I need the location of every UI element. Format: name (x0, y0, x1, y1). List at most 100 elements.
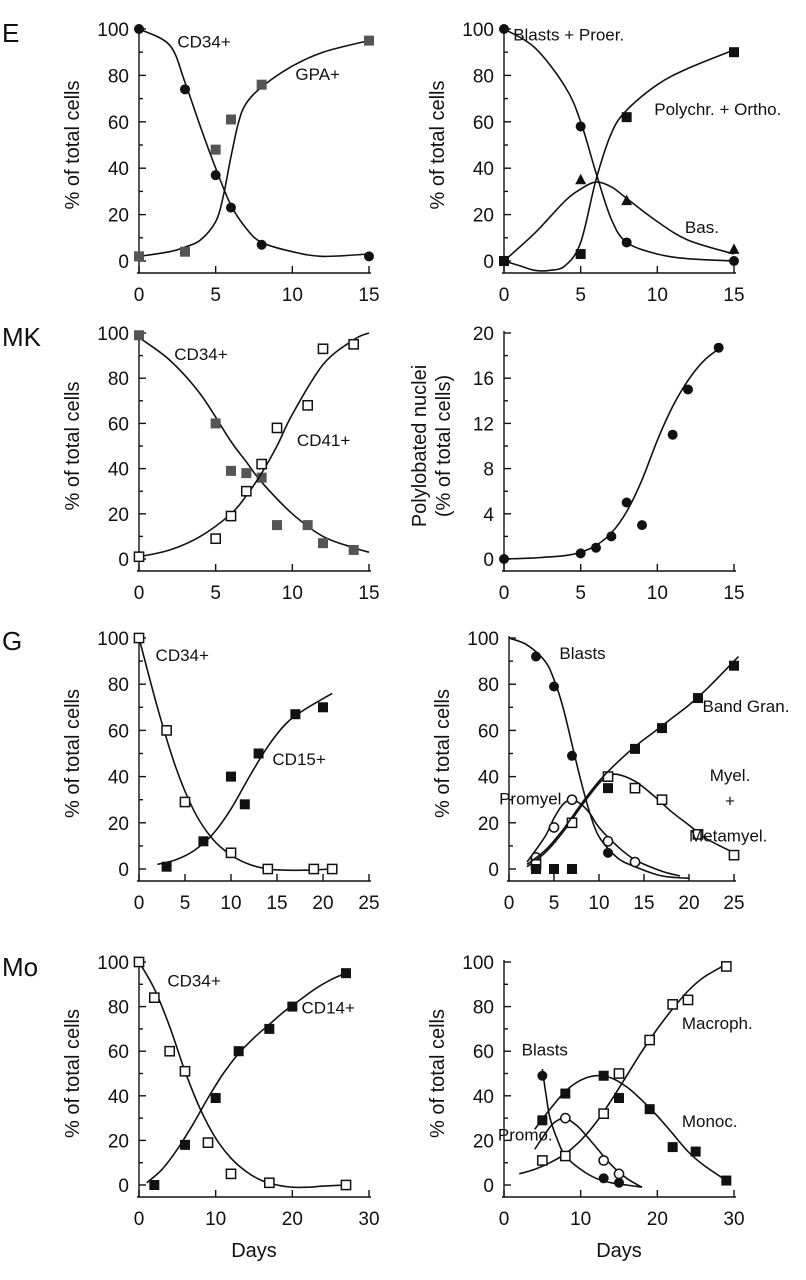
chart-mo-right-x-tick-label: 30 (723, 1209, 744, 1230)
chart-g-right-series-band-gran-point (630, 743, 640, 754)
chart-mo-left-series-cd34-fit-curve (138, 961, 347, 1189)
chart-e-right-series-blasts-proer-point (729, 256, 739, 266)
chart-mk-left-series-cd34-fit-curve (138, 336, 370, 553)
chart-g-left-y-tick-label: 60 (108, 721, 129, 742)
chart-e-right-series-blasts-proer-point (575, 121, 586, 132)
chart-g-right-series-myel-metamyel-point (602, 771, 614, 782)
chart-g-right-series-myel-metamyel (526, 771, 740, 870)
chart-g-right-series-band-gran-point (657, 723, 667, 734)
chart-e-left-y-tick-label: 40 (108, 159, 129, 180)
chart-g-left-series-cd15-point (161, 861, 172, 872)
chart-mk-left-y-label: % of total cells (62, 382, 84, 511)
chart-g-right: 0 20 40 60 80 100 0 5 10 15 20 25 % of total cells Bl… (432, 629, 789, 914)
chart-mk-right-series-polylobated-nuclei-point (606, 531, 617, 542)
chart-mo-right-series-monoc-point (598, 1070, 609, 1081)
chart-e-left-series-cd34-point (226, 202, 236, 213)
chart-g-left-y-label: % of total cells (62, 689, 84, 818)
chart-e-right-annotation-polychr-ortho: Polychr. + Ortho. (654, 100, 781, 119)
chart-g-right-annotation-: + (725, 792, 735, 811)
chart-g-right-annotation-promyel: Promyel. (499, 789, 566, 808)
chart-g-right-x-tick-label: 0 (504, 893, 515, 914)
chart-mo-left-series-cd14-point (233, 1046, 244, 1057)
chart-g-left-x-tick-label: 0 (134, 893, 145, 914)
chart-g-right-y-tick-label: 20 (478, 814, 499, 835)
chart-g-right-y-tick-label: 80 (478, 675, 499, 696)
chart-e-right-y-tick-label: 40 (473, 159, 494, 180)
chart-mo-left-series-cd34-point (263, 1177, 275, 1189)
chart-e-right-x-tick-label: 10 (647, 285, 668, 306)
chart-e-left-series-gpa (134, 35, 374, 262)
chart-g-right-series-blasts-fit-curve (508, 637, 690, 879)
chart-e-right-x-tick-label: 15 (723, 285, 744, 306)
chart-mo-right-series-macroph-point (613, 1068, 625, 1079)
chart-mo-left-series-cd34-point (179, 1065, 191, 1077)
chart-mo-right-series-macroph-fit-curve (519, 963, 727, 1175)
chart-mk-right-x-tick-label: 10 (647, 583, 668, 604)
chart-mo-left-series-cd34-point (133, 956, 145, 968)
chart-mo-right-series-monoc (534, 1070, 732, 1186)
chart-e-right-x-tick-label: 5 (575, 285, 586, 306)
chart-e-right-series-polychr-ortho-point (729, 47, 739, 58)
chart-g-left-series-cd15-point (318, 702, 328, 713)
chart-mk-left-x-tick-label: 0 (134, 583, 145, 604)
chart-mo-right-series-macroph-point (682, 994, 694, 1006)
chart-g-left-annotation-cd15: CD15+ (272, 750, 325, 769)
chart-mk-left-series-cd34 (134, 330, 370, 555)
chart-mo-right: 0 20 40 60 80 100 0 10 20 30 % of total cells Days B… (427, 953, 753, 1262)
chart-mk-right-y-tick-label: 4 (483, 505, 494, 526)
chart-e-left-y-tick-label: 20 (108, 206, 129, 227)
chart-mo-right-series-macroph-point (644, 1034, 656, 1046)
chart-mk-left-y-tick-label: 100 (97, 324, 129, 345)
chart-mo-right-annotation-promo: Promo. (498, 1125, 553, 1144)
chart-mk-left-series-cd41-point (133, 551, 145, 563)
row-label-g: G (2, 626, 22, 656)
chart-e-right-series-bas-fit-curve (503, 181, 735, 262)
chart-mo-right-annotation-macroph: Macroph. (682, 1014, 753, 1033)
chart-g-right-y-tick-label: 0 (488, 860, 499, 881)
chart-mo-right-series-macroph-point (598, 1108, 610, 1119)
chart-mo-left-series-cd14-fit-curve (146, 972, 347, 1184)
chart-g-right-x-tick-label: 25 (723, 893, 744, 914)
chart-e-left-y-tick-label: 0 (118, 252, 129, 273)
chart-mo-right-series-monoc-point (644, 1104, 655, 1115)
chart-g-left-series-cd15-fit-curve (157, 692, 333, 866)
chart-g-left-series-cd34-point (308, 863, 320, 875)
chart-mk-left-series-cd34-point (256, 472, 267, 483)
chart-e-left-series-cd34 (134, 24, 374, 262)
chart-mk-left-series-cd41-point (210, 533, 222, 545)
chart-mk-right-y-tick-label: 8 (483, 460, 494, 481)
chart-g-left-series-cd15 (157, 692, 333, 872)
chart-e-right-y-label: % of total cells (427, 81, 449, 210)
chart-mo-left-series-cd34-point (340, 1179, 352, 1191)
chart-g-left: 0 20 40 60 80 100 0 5 10 15 20 25 % of total cells CD… (62, 629, 380, 914)
chart-mo-right-y-tick-label: 20 (473, 1131, 494, 1152)
chart-mo-left-y-label: % of total cells (62, 1009, 84, 1138)
chart-mo-left-x-tick-label: 30 (358, 1209, 379, 1230)
chart-g-right-x-tick-label: 10 (588, 893, 609, 914)
chart-mk-left-series-cd34-point (226, 465, 236, 476)
chart-mk-right-series-polylobated-nuclei-fit-curve (503, 348, 720, 560)
chart-mo-right-series-blasts-point (598, 1173, 609, 1184)
chart-mk-left-series-cd41-point (256, 458, 268, 470)
chart-g-right-series-promyel-point (566, 794, 578, 806)
chart-g-right-series-promyel-point (602, 835, 614, 847)
chart-mo-right-series-promo (534, 1112, 643, 1188)
chart-mo-left: 0 20 40 60 80 100 0 10 20 30 % of total cells Days C… (62, 953, 380, 1262)
chart-g-right-series-band-gran-fit-curve (526, 655, 740, 866)
chart-e-left-x-tick-label: 15 (358, 285, 379, 306)
chart-e-right-y-tick-label: 60 (473, 113, 494, 134)
chart-g-right-series-myel-metamyel-fit-curve (526, 773, 735, 868)
chart-mo-left-series-cd14 (146, 968, 351, 1190)
chart-e-right-annotation-blasts-proer: Blasts + Proer. (513, 26, 624, 45)
chart-g-left-series-cd34-point (161, 725, 172, 736)
chart-mo-left-annotation-cd34: CD34+ (167, 972, 220, 991)
chart-e-left-y-tick-label: 80 (108, 66, 129, 87)
chart-mk-right-series-polylobated-nuclei-point (637, 520, 647, 531)
chart-g-left-x-tick-label: 20 (312, 893, 333, 914)
chart-mo-left-x-label: Days (231, 1240, 277, 1262)
chart-mk-right-x-tick-label: 15 (723, 583, 744, 604)
chart-e-left-series-gpa-point (226, 114, 236, 125)
chart-mo-left-y-tick-label: 20 (108, 1131, 129, 1152)
chart-e-left-y-tick-label: 100 (97, 20, 129, 41)
chart-mo-right-x-tick-label: 0 (499, 1209, 510, 1230)
